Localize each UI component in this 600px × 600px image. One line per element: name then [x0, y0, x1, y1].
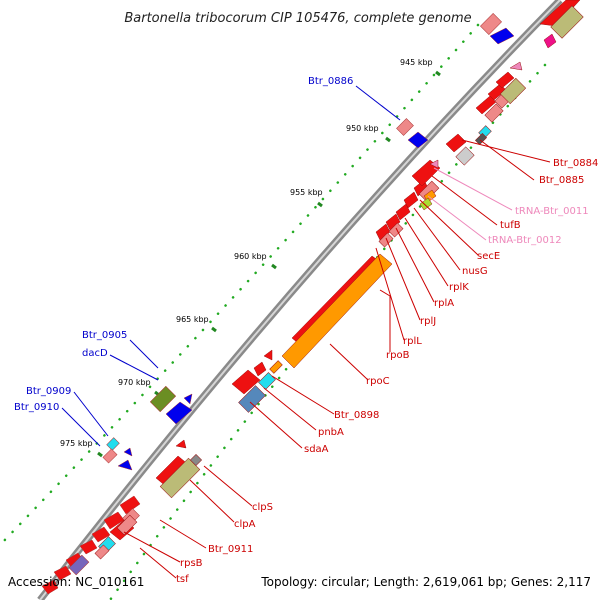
- gene-label: Btr_0909: [26, 386, 71, 397]
- kbp-label: 975 kbp: [60, 439, 93, 448]
- kbp-labels: 945 kbp 950 kbp 955 kbp 960 kbp 965 kbp …: [60, 58, 433, 448]
- gene-label: dacD: [82, 348, 108, 359]
- gene-label: rpoC: [366, 376, 390, 387]
- kbp-label: 965 kbp: [176, 315, 209, 324]
- gene-label: tufB: [500, 220, 521, 231]
- gene-label: tRNA-Btr_0012: [488, 235, 562, 246]
- kbp-label: 945 kbp: [400, 58, 433, 67]
- labels-blue: Btr_0886 Btr_0905 dacD Btr_0909 Btr_0910: [14, 76, 353, 413]
- kbp-label: 950 kbp: [346, 124, 379, 133]
- leader-lines-blue: [61, 85, 401, 447]
- leader-lines-right: [123, 139, 551, 579]
- gene-label: Btr_0910: [14, 402, 59, 413]
- gene-label: rpsB: [180, 558, 203, 569]
- gene-label: clpS: [252, 502, 273, 513]
- labels-right: Btr_0884 Btr_0885 tRNA-Btr_0011 tufB tRN…: [176, 158, 598, 585]
- kbp-label: 955 kbp: [290, 188, 323, 197]
- gene-label: rplK: [449, 282, 469, 293]
- gene-label: clpA: [234, 519, 256, 530]
- accession-text: Accession: NC_010161: [8, 575, 144, 589]
- gene-label: rplJ: [420, 316, 436, 327]
- gene-label: Btr_0905: [82, 330, 127, 341]
- genome-backbone: [37, 0, 563, 600]
- gene-label: tRNA-Btr_0011: [515, 206, 589, 217]
- gene-label: Btr_0911: [208, 544, 253, 555]
- gene-label: rpoB: [386, 350, 410, 361]
- gene-label: tsf: [176, 574, 189, 585]
- kbp-label: 960 kbp: [234, 252, 267, 261]
- gene-label: nusG: [462, 266, 488, 277]
- gene-label: pnbA: [318, 427, 344, 438]
- dotted-guides: [0, 23, 547, 600]
- gene-label: Btr_0884: [553, 158, 598, 169]
- gene-label: Btr_0885: [539, 175, 584, 186]
- gene-label: Btr_0886: [308, 76, 353, 87]
- gene-label: secE: [477, 251, 500, 262]
- map-title: Bartonella tribocorum CIP 105476, comple…: [124, 11, 471, 26]
- gene-label: sdaA: [304, 444, 329, 455]
- genome-backbone-highlight: [39, 0, 561, 600]
- gene-label: rplA: [434, 298, 454, 309]
- gene-label: rplL: [403, 336, 422, 347]
- gene-label: Btr_0898: [334, 410, 379, 421]
- forward-strand-genes: [94, 0, 584, 560]
- kbp-label: 970 kbp: [118, 378, 151, 387]
- genome-summary-text: Topology: circular; Length: 2,619,061 bp…: [260, 575, 591, 589]
